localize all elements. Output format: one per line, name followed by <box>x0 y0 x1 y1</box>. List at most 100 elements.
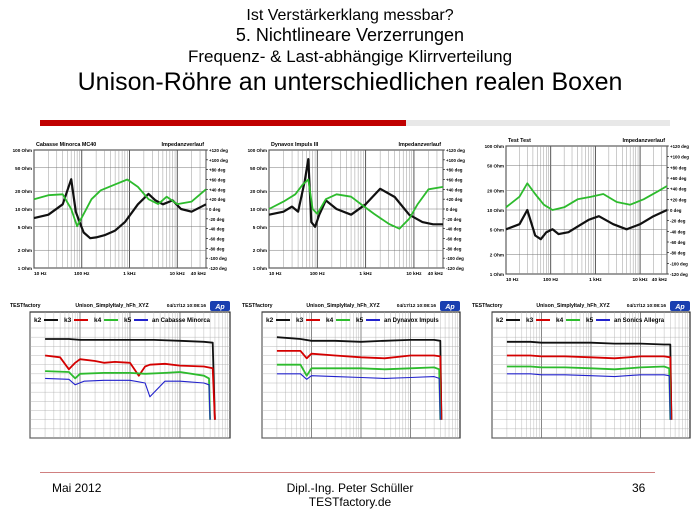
x-tick-label: 100 Hz <box>543 277 559 283</box>
y-right-tick-label: -80 deg <box>446 246 462 251</box>
y-right-tick-label: -80 deg <box>209 246 225 251</box>
y-left-tick-label: 2 Ohm <box>253 248 267 253</box>
distortion-chart-dynavox: TESTfactory Unison_SimplyItaly_hFh_XYZ 04/… <box>240 300 466 448</box>
timestamp-label: 04/17/12 10:08:16 <box>627 303 667 309</box>
y-left-tick-label: 20 Ohm <box>15 189 32 194</box>
y-right-tick-label: +100 deg <box>446 158 465 163</box>
y-right-tick-label: 0 deg <box>670 208 682 213</box>
y-left-tick-label: 100 Ohm <box>248 148 267 153</box>
y-right-tick-label: +80 deg <box>446 168 463 173</box>
chart-title: Unison_SimplyItaly_hFh_XYZ <box>306 303 380 309</box>
y-left-tick-label: 100 Ohm <box>13 148 32 153</box>
y-right-tick-label: +100 deg <box>670 155 689 160</box>
y-right-tick-label: -100 deg <box>446 256 464 261</box>
legend-label: k5 <box>586 317 594 324</box>
footer-date: Mai 2012 <box>52 481 101 495</box>
y-left-tick-label: 50 Ohm <box>15 166 32 171</box>
chart-subtitle: Impedanzverlauf <box>622 138 665 144</box>
y-right-tick-label: -80 deg <box>670 251 686 256</box>
brand-label: TESTfactory <box>472 303 503 309</box>
chart-title: Test Test <box>508 138 531 144</box>
y-left-tick-label: 5 Ohm <box>253 225 267 230</box>
footer-author-block: Dipl.-Ing. Peter Schüller TESTfactory.de <box>250 481 450 509</box>
legend-speaker-name: an Cabasse Minorca <box>152 318 211 324</box>
y-right-tick-label: +20 deg <box>209 197 226 202</box>
y-right-tick-label: -20 deg <box>209 217 225 222</box>
title-section: 5. Nichtlineare Verzerrungen <box>0 25 700 46</box>
y-left-tick-label: 50 Ohm <box>250 166 267 171</box>
y-right-tick-label: +60 deg <box>209 178 226 183</box>
x-tick-label: 1 kHz <box>589 277 602 283</box>
ap-logo-text: Ap <box>444 304 455 311</box>
y-left-tick-label: 10 Ohm <box>250 207 267 212</box>
y-right-tick-label: 0 deg <box>209 207 221 212</box>
x-tick-label: 100 Hz <box>74 271 90 277</box>
ap-logo-text: Ap <box>674 304 685 311</box>
y-left-tick-label: 50 Ohm <box>487 163 504 168</box>
chart-title: Dynavox Impuls III <box>271 142 319 148</box>
chart-title: Unison_SimplyItaly_hFh_XYZ <box>536 303 610 309</box>
y-right-tick-label: +80 deg <box>209 168 226 173</box>
y-right-tick-label: -120 deg <box>209 266 227 271</box>
x-tick-label: 1 kHz <box>123 271 136 277</box>
y-right-tick-label: -100 deg <box>670 261 688 266</box>
y-right-tick-label: +120 deg <box>670 144 689 149</box>
y-left-tick-label: 5 Ohm <box>18 225 32 230</box>
y-right-tick-label: +20 deg <box>670 197 687 202</box>
x-tick-label: 10 kHz <box>170 271 186 277</box>
legend-label: k2 <box>266 317 274 324</box>
brand-label: TESTfactory <box>10 303 41 309</box>
impedance-chart-dynavox: 100 Ohm 50 Ohm 20 Ohm 10 Ohm 5 Ohm 2 Ohm 1 Ohm… <box>243 136 471 282</box>
y-left-tick-label: 2 Ohm <box>490 253 504 258</box>
legend-label: k3 <box>296 317 304 324</box>
legend-label: k3 <box>64 317 72 324</box>
legend-label: k2 <box>34 317 42 324</box>
y-right-tick-label: -60 deg <box>670 240 686 245</box>
y-left-tick-label: 10 Ohm <box>487 208 504 213</box>
footer-site: TESTfactory.de <box>250 495 450 509</box>
y-left-tick-label: 20 Ohm <box>250 189 267 194</box>
y-right-tick-label: -60 deg <box>446 237 462 242</box>
y-left-tick-label: 1 Ohm <box>18 266 32 271</box>
x-tick-label: 40 kHz <box>652 277 668 283</box>
y-right-tick-label: +60 deg <box>446 178 463 183</box>
timestamp-label: 04/17/12 10:08:16 <box>397 303 437 309</box>
y-right-tick-label: -60 deg <box>209 237 225 242</box>
y-right-tick-label: +20 deg <box>446 197 463 202</box>
y-right-tick-label: +120 deg <box>446 148 465 153</box>
legend-label: k4 <box>556 317 564 324</box>
y-right-tick-label: +100 deg <box>209 158 228 163</box>
x-tick-label: 10 Hz <box>506 277 519 283</box>
legend-label: k4 <box>94 317 102 324</box>
x-tick-label: 10 Hz <box>34 271 47 277</box>
y-left-tick-label: 10 Ohm <box>15 207 32 212</box>
legend-speaker-name: an Dynavox Impuls <box>384 318 439 324</box>
x-tick-label: 10 kHz <box>632 277 648 283</box>
brand-label: TESTfactory <box>242 303 273 309</box>
legend-label: k3 <box>526 317 534 324</box>
y-left-tick-label: 5 Ohm <box>490 227 504 232</box>
y-right-tick-label: 0 deg <box>446 207 458 212</box>
y-right-tick-label: +60 deg <box>670 176 687 181</box>
y-left-tick-label: 1 Ohm <box>253 266 267 271</box>
x-tick-label: 100 Hz <box>310 271 326 277</box>
title-main: Unison-Röhre an unterschiedlichen realen… <box>0 67 700 97</box>
footer-divider <box>40 472 655 473</box>
y-right-tick-label: -40 deg <box>670 229 686 234</box>
y-right-tick-label: -120 deg <box>446 266 464 271</box>
y-right-tick-label: +80 deg <box>670 165 687 170</box>
y-right-tick-label: +40 deg <box>446 187 463 192</box>
legend-label: k2 <box>496 317 504 324</box>
chart-subtitle: Impedanzverlauf <box>161 142 204 148</box>
impedance-chart-cabasse: 100 Ohm50 Ohm20 Ohm10 Ohm5 Ohm2 Ohm1 Ohm… <box>8 136 234 282</box>
timestamp-label: 04/17/12 10:08:16 <box>167 303 207 309</box>
y-left-tick-label: 100 Ohm <box>485 144 504 149</box>
y-left-tick-label: 1 Ohm <box>490 272 504 277</box>
y-left-tick-label: 20 Ohm <box>487 189 504 194</box>
accent-bar <box>40 120 670 126</box>
distortion-chart-sonics: TESTfactory Unison_SimplyItaly_hFh_XYZ 04/… <box>470 300 696 448</box>
chart-title: Unison_SimplyItaly_hFh_XYZ <box>75 303 149 309</box>
legend-label: k5 <box>124 317 132 324</box>
y-right-tick-label: +120 deg <box>209 148 228 153</box>
x-tick-label: 10 kHz <box>406 271 422 277</box>
